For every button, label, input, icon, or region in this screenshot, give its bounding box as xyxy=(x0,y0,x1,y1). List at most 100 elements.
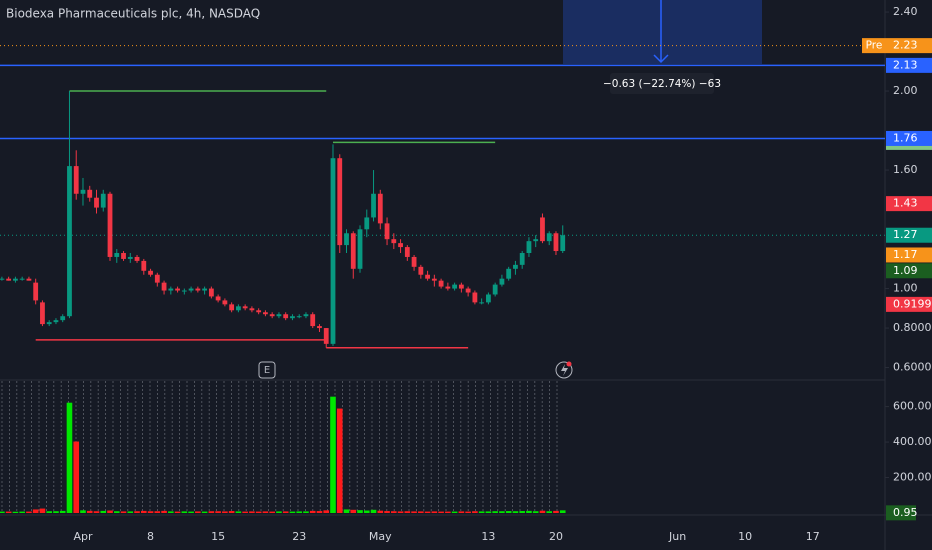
x-tick-label: 20 xyxy=(549,530,563,543)
candle-body xyxy=(53,320,59,323)
candle-body xyxy=(100,193,106,208)
volume-bar xyxy=(303,511,309,513)
volume-bar xyxy=(492,511,498,513)
volume-bar xyxy=(499,511,505,513)
candle-body xyxy=(60,316,66,321)
event-icon[interactable] xyxy=(555,361,573,379)
volume-bar xyxy=(526,510,532,513)
volume-bar xyxy=(350,509,357,513)
candle-body xyxy=(506,268,512,279)
candle-body xyxy=(127,256,133,259)
candle-body xyxy=(148,270,153,275)
volume-bar xyxy=(0,511,5,513)
volume-bar xyxy=(19,511,25,513)
candle-body xyxy=(290,316,295,319)
measure-box xyxy=(563,0,762,64)
volume-bar xyxy=(134,511,140,513)
volume-bar xyxy=(147,511,154,513)
volume-bar xyxy=(161,510,167,513)
volume-bar xyxy=(363,510,370,513)
candle-body xyxy=(377,193,383,224)
measure-label-box xyxy=(610,73,714,94)
volume-bar xyxy=(418,511,424,513)
candle-body xyxy=(13,278,18,281)
volume-bar xyxy=(208,511,215,513)
candle-body xyxy=(33,282,39,301)
volume-bar xyxy=(107,510,113,513)
candle-body xyxy=(384,223,390,240)
candle-body xyxy=(364,217,370,230)
plot xyxy=(0,45,885,513)
x-tick-label: 15 xyxy=(211,530,225,543)
y-tick-label: 0.8000 xyxy=(893,321,932,334)
volume-bar xyxy=(546,511,553,513)
candle-body xyxy=(465,288,471,293)
candle-body xyxy=(303,314,309,317)
volume-bar xyxy=(512,511,519,513)
volume-bar xyxy=(93,511,100,513)
candle-body xyxy=(202,288,208,291)
volume-bar xyxy=(309,510,316,513)
price-tag-label: 2.13 xyxy=(893,58,918,71)
volume-bar xyxy=(80,510,86,513)
volume-bar xyxy=(215,511,221,513)
candle-body xyxy=(445,286,451,289)
candle-body xyxy=(107,193,113,257)
candle-body xyxy=(181,290,187,292)
candle-body xyxy=(87,189,93,198)
candle-body xyxy=(560,235,566,252)
volume-bar xyxy=(384,511,390,513)
volume-tick-label: 600.00 xyxy=(893,400,932,413)
candle-body xyxy=(452,284,458,289)
candle-body xyxy=(134,256,140,261)
candle-body xyxy=(215,296,221,301)
volume-bar xyxy=(195,511,201,513)
candle-body xyxy=(317,326,322,329)
candle-body xyxy=(161,282,167,291)
price-tag-label: 1.43 xyxy=(893,197,918,210)
price-tag-prefix-box xyxy=(862,38,886,54)
candle-body xyxy=(235,306,241,311)
volume-bar xyxy=(445,511,451,513)
candle-body xyxy=(492,284,498,295)
price-tag-prefix: Pre xyxy=(866,40,883,52)
candle-body xyxy=(208,288,214,297)
volume-bar xyxy=(282,511,289,513)
candle-body xyxy=(296,316,302,318)
volume-bar xyxy=(465,511,471,513)
volume-bar xyxy=(39,508,46,513)
candle-body xyxy=(168,288,174,291)
volume-bar xyxy=(12,511,19,513)
volume-bar xyxy=(174,511,181,513)
earnings-icon-label: E xyxy=(264,365,270,376)
volume-bar xyxy=(201,511,208,513)
measure-label: −0.63 (−22.74%) −63 xyxy=(603,78,721,90)
volume-bar xyxy=(242,511,248,513)
price-tag xyxy=(886,227,932,243)
y-tick-label: 2.00 xyxy=(893,84,918,97)
volume-bar xyxy=(66,402,73,513)
price-tag xyxy=(886,247,932,263)
volume-bar xyxy=(404,511,411,513)
x-tick-label: Jun xyxy=(668,530,686,543)
price-tag xyxy=(886,38,932,54)
candle-body xyxy=(46,322,52,325)
candle-body xyxy=(229,304,235,311)
volume-bar xyxy=(168,511,174,513)
volume-bar xyxy=(113,511,120,513)
y-tick-label: 1.60 xyxy=(893,163,918,176)
volume-bar xyxy=(458,511,465,513)
price-tag-label: 0.9199 xyxy=(893,297,932,310)
volume-bar xyxy=(5,511,12,513)
candle-body xyxy=(526,241,532,254)
volume-tick-label: 200.00 xyxy=(893,471,932,484)
x-tick-label: 13 xyxy=(481,530,495,543)
volume-bar xyxy=(472,511,478,513)
volume-bar xyxy=(32,509,39,513)
volume-bar xyxy=(370,509,377,513)
volume-bar xyxy=(154,511,161,513)
earnings-icon[interactable] xyxy=(258,361,276,379)
candle-body xyxy=(546,233,552,242)
volume-bar xyxy=(316,511,323,513)
